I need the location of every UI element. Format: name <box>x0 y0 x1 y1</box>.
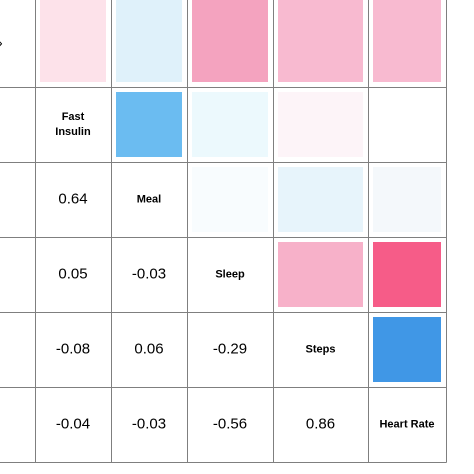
value-cell-4-2: 0.06 <box>134 340 163 357</box>
heatmap-cell-top-2 <box>116 0 182 82</box>
heatmap-cell-1-3 <box>192 92 268 157</box>
value-cell-5-2: -0.03 <box>132 415 166 432</box>
grid-lines <box>0 0 447 463</box>
heatmap-cell-1-5 <box>373 92 441 157</box>
value-cell-4-1: -0.08 <box>56 340 90 357</box>
heatmap-cell-2-4 <box>278 167 363 232</box>
label-heart-rate: Heart Rate <box>379 418 434 430</box>
heatmap-cell-2-5 <box>373 167 441 232</box>
label-meal: Meal <box>137 193 161 205</box>
value-cell-5-1: -0.04 <box>56 415 90 432</box>
value-cell-5-4: 0.86 <box>306 415 335 432</box>
label-fast-insulin-line-2: Insulin <box>55 126 91 138</box>
heatmap-cell-top-4 <box>278 0 363 82</box>
heatmap-cell-4-5 <box>373 317 441 382</box>
heatmap-cell-1-4 <box>278 92 363 157</box>
heatmap-cell-top-3 <box>192 0 268 82</box>
heatmap-cell-top-5 <box>373 0 441 82</box>
value-cell-4-3: -0.29 <box>213 340 247 357</box>
label-steps: Steps <box>306 343 336 355</box>
value-cell-3-2: -0.03 <box>132 265 166 282</box>
value-cell-5-3: -0.56 <box>213 415 247 432</box>
label-fast-insulin-line-1: Fast <box>62 111 85 123</box>
heatmap-cell-3-4 <box>278 242 363 307</box>
label-sleep: Sleep <box>215 268 245 280</box>
heatmap-cell-top-1 <box>40 0 106 82</box>
value-cell-3-1: 0.05 <box>58 265 87 282</box>
heatmap-cell-2-3 <box>192 167 268 232</box>
partial-left-glyph: › <box>0 35 3 51</box>
value-cell-2-1: 0.64 <box>58 190 87 207</box>
heatmap-cell-1-2 <box>116 92 182 157</box>
heatmap-cell-3-5 <box>373 242 441 307</box>
